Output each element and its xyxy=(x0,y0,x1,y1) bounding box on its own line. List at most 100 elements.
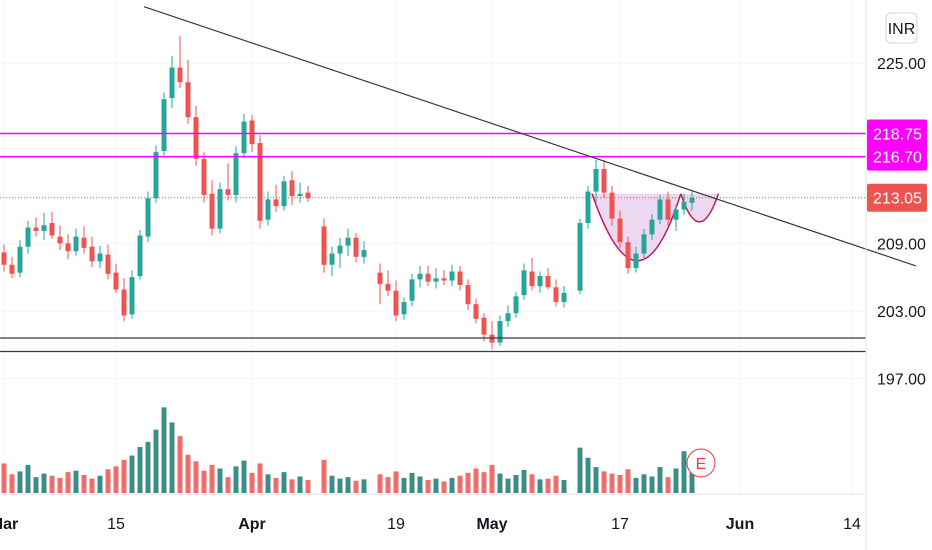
volume-bar xyxy=(217,468,223,493)
trendline[interactable] xyxy=(143,6,917,267)
volume-bar xyxy=(257,463,263,493)
candle-body xyxy=(617,218,623,243)
volume-bar xyxy=(97,475,103,493)
candle-body xyxy=(401,301,407,315)
volume-bar xyxy=(441,481,447,493)
volume-bar xyxy=(665,477,671,493)
last-price-badge-bg xyxy=(867,183,927,212)
candle-body xyxy=(393,290,399,316)
candle-body xyxy=(225,189,231,195)
descending-trendline[interactable] xyxy=(143,6,917,267)
last-price-badge-label: 213.05 xyxy=(873,191,922,208)
candle-body xyxy=(49,223,55,236)
volume-bar xyxy=(9,474,15,493)
candle-body xyxy=(513,296,519,314)
volume-bar xyxy=(185,454,191,493)
currency-button[interactable]: INR xyxy=(885,12,918,44)
candle-body xyxy=(257,143,263,221)
candle-body xyxy=(449,271,455,281)
volume-bar xyxy=(161,407,167,493)
volume-bar xyxy=(409,472,415,493)
volume-bar xyxy=(625,469,631,493)
candle-body xyxy=(441,278,447,281)
volume-bar xyxy=(329,475,335,493)
volume-bar xyxy=(465,472,471,493)
candle-body xyxy=(137,235,143,277)
volume-bar xyxy=(33,477,39,493)
volume-bar xyxy=(241,460,247,493)
volume-bar xyxy=(617,475,623,493)
volume-bar xyxy=(65,472,71,493)
candle-body xyxy=(265,199,271,220)
volume-bar xyxy=(481,472,487,493)
volume-bar xyxy=(105,469,111,493)
candle-body xyxy=(409,279,415,301)
candle-body xyxy=(521,270,527,296)
volume-bar xyxy=(377,474,383,493)
candle-body xyxy=(625,242,631,269)
candle-body xyxy=(121,289,127,316)
time-axis[interactable]: Mar 15 Apr 19 May 17 Jun 14 xyxy=(0,516,861,533)
time-tick-label: 15 xyxy=(107,516,125,533)
candle-body xyxy=(177,67,183,83)
candle-body xyxy=(321,226,327,265)
time-tick-label: 17 xyxy=(611,516,629,533)
candle-body xyxy=(673,209,679,220)
volume-bar xyxy=(505,478,511,493)
volume-bar xyxy=(73,470,79,493)
candle-body xyxy=(161,99,167,151)
candle-body xyxy=(241,121,247,154)
candle-body xyxy=(681,201,687,210)
currency-label: INR xyxy=(888,21,916,38)
volume-bar xyxy=(673,468,679,493)
candle-body xyxy=(529,271,535,287)
volume-bar xyxy=(265,474,271,493)
candle-body xyxy=(689,197,695,203)
candle-body xyxy=(25,227,31,247)
volume-bar xyxy=(433,478,439,493)
candle-body xyxy=(289,180,295,197)
volume-bar xyxy=(1,463,7,493)
candle-body xyxy=(417,273,423,280)
candle-body xyxy=(209,193,215,229)
earnings-marker[interactable]: E xyxy=(686,448,716,478)
volume-bar xyxy=(657,467,663,493)
volume-bar xyxy=(137,446,143,493)
volume-bar xyxy=(521,469,527,493)
candle-body xyxy=(481,317,487,335)
volume-bar xyxy=(209,464,215,493)
volume-bar xyxy=(529,474,535,493)
volume-bar xyxy=(225,477,231,493)
time-tick-label: 19 xyxy=(387,516,405,533)
volume-bar xyxy=(633,477,639,493)
volume-bar xyxy=(649,476,655,493)
candle-body xyxy=(537,276,543,287)
candle-body xyxy=(433,278,439,282)
candle-body xyxy=(457,271,463,286)
volume-bar xyxy=(473,468,479,493)
candle-body xyxy=(633,253,639,269)
price-axis[interactable]: 225.00 209.00 203.00 197.00 xyxy=(877,56,926,388)
candle-body xyxy=(553,287,559,302)
candle-body xyxy=(593,168,599,192)
candle-body xyxy=(65,243,71,252)
volume-bar xyxy=(201,470,207,493)
volume-bar xyxy=(153,429,159,493)
volume-bar xyxy=(401,477,407,493)
volume-bar xyxy=(89,478,95,493)
level-badge-bg xyxy=(867,119,927,148)
candle-body xyxy=(561,292,567,302)
candle-body xyxy=(337,245,343,254)
candle-body xyxy=(297,193,303,197)
volume-bar xyxy=(193,461,199,493)
time-tick-label: Apr xyxy=(238,516,266,533)
candle-body xyxy=(249,120,255,145)
candle-body xyxy=(385,283,391,291)
candlestick-series xyxy=(1,36,695,350)
candle-body xyxy=(377,272,383,284)
volume-bar xyxy=(113,466,119,493)
candle-body xyxy=(585,191,591,224)
candle-body xyxy=(33,227,39,231)
volume-bar xyxy=(489,464,495,493)
